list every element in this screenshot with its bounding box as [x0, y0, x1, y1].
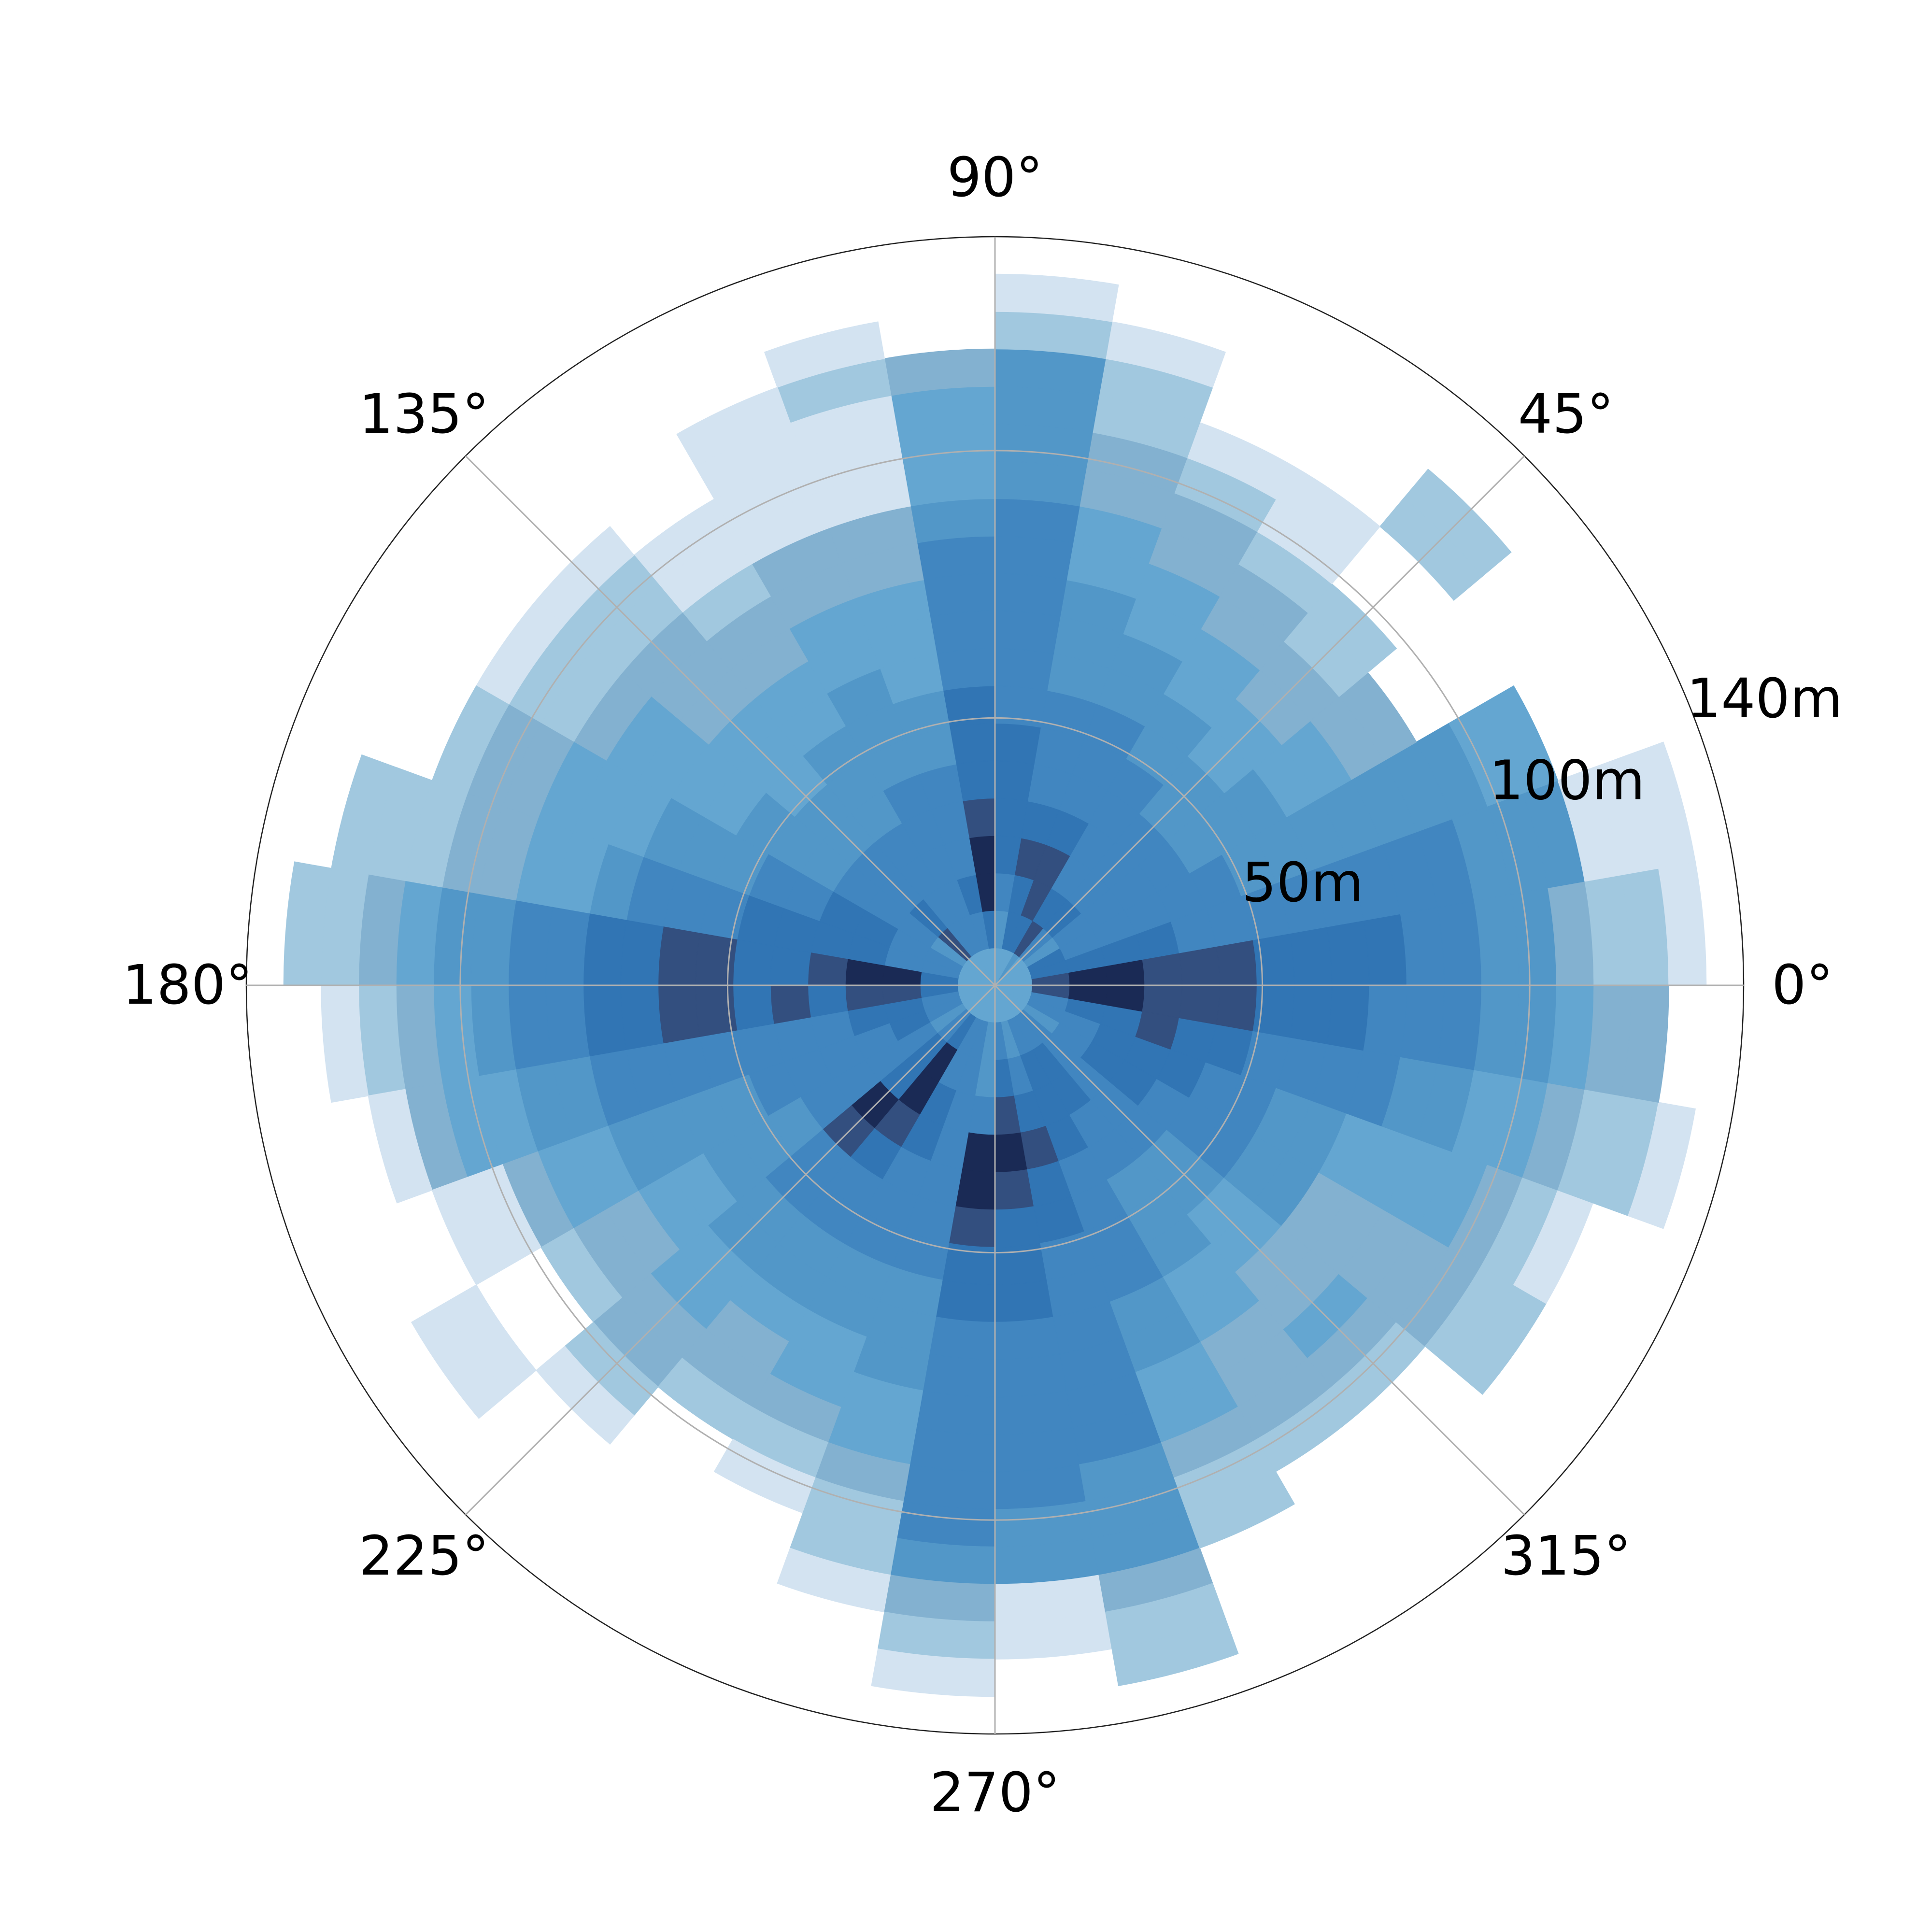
heatmap-cell	[1179, 946, 1220, 986]
heatmap-cell	[929, 1317, 995, 1360]
heatmap-cell	[1289, 926, 1333, 986]
heatmap-cell	[411, 1303, 508, 1419]
heatmap-cell	[545, 985, 590, 1064]
heatmap-cell	[916, 536, 995, 581]
heatmap-cell	[657, 926, 701, 986]
heatmap-cell	[1179, 985, 1220, 1025]
angular-gridline	[465, 455, 996, 986]
heatmap-cell	[994, 1279, 1054, 1323]
heatmap-cell	[1326, 920, 1370, 986]
heatmap-cell	[1363, 985, 1407, 1057]
heatmap-cell	[1437, 900, 1482, 986]
heatmap-cell	[994, 573, 1067, 617]
heatmap-cell	[620, 920, 664, 986]
radial-tick-label: 140m	[1687, 668, 1843, 730]
heatmap-cell	[994, 536, 1074, 581]
angle-tick-label: 45°	[1518, 383, 1614, 446]
angular-gridline	[994, 984, 1525, 1516]
heatmap-cell	[1437, 985, 1482, 1070]
heatmap-cell	[923, 573, 995, 617]
heatmap-cell	[955, 1169, 995, 1210]
angle-tick-label: 90°	[947, 146, 1043, 209]
heatmap-cell	[1326, 985, 1370, 1051]
heatmap-cell	[732, 939, 774, 986]
heatmap-cell	[994, 760, 1035, 802]
heatmap-cell	[994, 1169, 1035, 1210]
heatmap-cell	[582, 913, 627, 986]
heatmap-cell	[949, 1206, 995, 1248]
heatmap-cell	[936, 1279, 995, 1323]
heatmap-cell	[1289, 985, 1333, 1044]
heatmap-cell	[770, 946, 811, 986]
heatmap-cell	[949, 723, 995, 765]
heatmap-cell	[994, 1317, 1061, 1360]
angle-tick-label: 315°	[1501, 1525, 1631, 1588]
angular-gridline	[465, 984, 996, 1516]
heatmap-cell	[994, 1390, 1074, 1435]
angle-tick-label: 135°	[359, 383, 489, 446]
heatmap-cell	[1216, 939, 1258, 986]
heatmap-cell	[1480, 685, 1559, 794]
heatmap-cell	[1627, 741, 1696, 869]
heatmap-cell	[994, 723, 1041, 765]
heatmap-cell	[1216, 985, 1258, 1032]
heatmap-cell	[1400, 907, 1445, 986]
heatmap-cell	[732, 985, 774, 1032]
radial-tick-label: 50m	[1242, 852, 1364, 914]
heatmap-cell	[770, 985, 811, 1025]
heatmap-cell	[994, 498, 1080, 543]
heatmap-cell	[929, 611, 995, 654]
heatmap-cell	[994, 648, 1054, 691]
heatmap-cell	[994, 611, 1061, 654]
heatmap-cell	[508, 985, 553, 1070]
radial-tick-label: 100m	[1489, 749, 1645, 812]
heatmap-cell	[657, 985, 701, 1044]
heatmap-cell	[994, 1353, 1067, 1398]
heatmap-cell	[910, 498, 995, 543]
heatmap-cell	[1363, 913, 1407, 986]
angular-gridline	[994, 455, 1525, 986]
heatmap-cell	[676, 386, 791, 468]
angle-tick-label: 180°	[122, 954, 253, 1017]
heatmap-cell	[916, 1390, 995, 1435]
heatmap-cell	[994, 1427, 1080, 1473]
heatmap-cell	[1111, 1618, 1239, 1686]
heatmap-cell	[923, 1353, 995, 1398]
heatmap-cell	[431, 1177, 510, 1286]
tick-labels: 0° 45° 90° 135° 180° 225° 270° 315° 50m 100m 140m	[122, 146, 1843, 1824]
heatmap-cell	[936, 648, 995, 691]
heatmap-cell	[545, 907, 590, 986]
heatmap-cell	[1627, 1102, 1696, 1229]
heatmap-cell	[994, 1206, 1041, 1248]
heatmap-cell	[910, 1427, 995, 1473]
heatmap-cell	[620, 985, 664, 1051]
heatmap-cell	[582, 985, 627, 1057]
heatmap-cell	[1400, 985, 1445, 1064]
polar-grid	[245, 236, 1745, 1735]
angle-tick-label: 0°	[1772, 954, 1833, 1017]
heatmap-cell	[508, 900, 553, 986]
angle-tick-label: 225°	[359, 1525, 489, 1588]
angle-tick-label: 270°	[930, 1762, 1060, 1824]
heatmap-cell	[955, 760, 995, 802]
